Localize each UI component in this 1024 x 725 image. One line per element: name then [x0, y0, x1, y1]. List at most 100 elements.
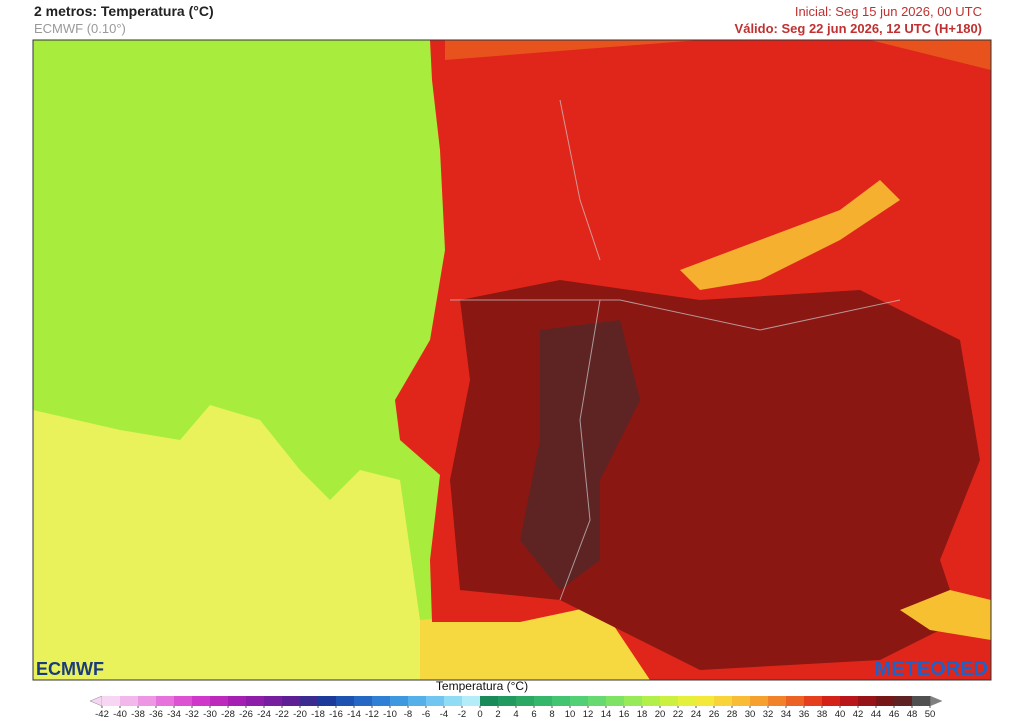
- colorbar-tick-label: 48: [907, 709, 918, 720]
- colorbar-tick-label: 30: [745, 709, 756, 720]
- colorbar-tick-label: 36: [799, 709, 810, 720]
- colorbar-tick-label: -2: [458, 709, 466, 720]
- colorbar-tick-label: -26: [239, 709, 253, 720]
- colorbar-swatch: [516, 696, 535, 706]
- land-hottest: [520, 320, 640, 590]
- colorbar-swatch: [498, 696, 517, 706]
- colorbar-tick-label: 8: [549, 709, 554, 720]
- colorbar-tick-label: 42: [853, 709, 864, 720]
- colorbar-swatch: [804, 696, 823, 706]
- colorbar-tick-label: -6: [422, 709, 430, 720]
- title: 2 metros: Temperatura (°C): [34, 3, 214, 19]
- land-north: [445, 40, 991, 70]
- colorbar-tick-label: -28: [221, 709, 235, 720]
- colorbar-swatch: [768, 696, 787, 706]
- colorbar-swatch: [282, 696, 301, 706]
- colorbar-tick-label: 50: [925, 709, 936, 720]
- colorbar-tick-label: 38: [817, 709, 828, 720]
- borders: [450, 99, 901, 601]
- colorbar-tick-label: 24: [691, 709, 702, 720]
- colorbar-swatch: [426, 696, 445, 706]
- colorbar-tick-label: -38: [131, 709, 145, 720]
- colorbar-tick-label: 46: [889, 709, 900, 720]
- colorbar-swatch: [192, 696, 211, 706]
- colorbar-tick-label: -16: [329, 709, 343, 720]
- colorbar-swatch: [372, 696, 391, 706]
- initial-time: Inicial: Seg 15 jun 2026, 00 UTC: [795, 4, 982, 19]
- colorbar-swatch: [156, 696, 175, 706]
- colorbar-tick-label: -24: [257, 709, 271, 720]
- legend-title: Temperatura (°C): [436, 679, 528, 693]
- model: ECMWF (0.10°): [34, 21, 126, 36]
- colorbar-tick-label: 0: [477, 709, 482, 720]
- colorbar-tick-label: 12: [583, 709, 594, 720]
- colorbar-swatch: [642, 696, 661, 706]
- colorbar-swatch: [912, 696, 931, 706]
- colorbar-swatch: [714, 696, 733, 706]
- colorbar-swatch: [354, 696, 373, 706]
- mountains-south: [900, 590, 991, 640]
- colorbar-swatch: [480, 696, 499, 706]
- colorbar-swatch: [228, 696, 247, 706]
- colorbar-swatch: [678, 696, 697, 706]
- colorbar-tick-label: 16: [619, 709, 630, 720]
- colorbar-tick-label: 32: [763, 709, 774, 720]
- colorbar-tick-label: 10: [565, 709, 576, 720]
- map: [32, 39, 992, 681]
- mountains: [680, 180, 900, 290]
- colorbar-swatch: [408, 696, 427, 706]
- colorbar-swatch: [588, 696, 607, 706]
- colorbar-swatch: [786, 696, 805, 706]
- colorbar-swatch: [264, 696, 283, 706]
- colorbar-tick-label: 22: [673, 709, 684, 720]
- colorbar-tick-label: -14: [347, 709, 361, 720]
- colorbar-tick-label: 34: [781, 709, 792, 720]
- colorbar-swatch: [210, 696, 229, 706]
- colorbar-swatch: [570, 696, 589, 706]
- colorbar-tick-label: -8: [404, 709, 412, 720]
- colorbar-tick-label: -12: [365, 709, 379, 720]
- colorbar-tick-label: -18: [311, 709, 325, 720]
- colorbar-tick-label: -10: [383, 709, 397, 720]
- colorbar-tick-label: 18: [637, 709, 648, 720]
- map-frame: [32, 39, 992, 681]
- colorbar-tick-label: -30: [203, 709, 217, 720]
- colorbar-swatch: [534, 696, 553, 706]
- colorbar-swatch: [246, 696, 265, 706]
- colorbar-tick-label: 28: [727, 709, 738, 720]
- colorbar-swatch: [858, 696, 877, 706]
- colorbar-swatch: [624, 696, 643, 706]
- colorbar-swatch: [444, 696, 463, 706]
- colorbar-swatch: [174, 696, 193, 706]
- colorbar-swatch: [336, 696, 355, 706]
- colorbar-swatch: [300, 696, 319, 706]
- colorbar-swatch: [696, 696, 715, 706]
- colorbar-tick-label: -20: [293, 709, 307, 720]
- colorbar: -42 -40 -38 -36 -34 -32 -30 -28 -26 -24 -22 -20 -18-…: [89, 695, 943, 720]
- colorbar-swatch: [120, 696, 139, 706]
- colorbar-swatch: [660, 696, 679, 706]
- colorbar-tick-label: 26: [709, 709, 720, 720]
- colorbar-tick-label: -36: [149, 709, 163, 720]
- colorbar-tick-label: -32: [185, 709, 199, 720]
- valid-time: Válido: Seg 22 jun 2026, 12 UTC (H+180): [735, 21, 982, 36]
- colorbar-tick-label: -4: [440, 709, 448, 720]
- colorbar-tick-label: -34: [167, 709, 181, 720]
- colorbar-swatch: [732, 696, 751, 706]
- colorbar-swatch: [138, 696, 157, 706]
- colorbar-swatch: [102, 696, 121, 706]
- colorbar-swatch: [606, 696, 625, 706]
- colorbar-swatch: [462, 696, 481, 706]
- colorbar-swatch: [750, 696, 769, 706]
- colorbar-tick-label: 6: [531, 709, 536, 720]
- sea-warm: [33, 405, 430, 680]
- colorbar-tick-label: 2: [495, 709, 500, 720]
- colorbar-tick-label: -22: [275, 709, 289, 720]
- colorbar-tick-label: 4: [513, 709, 518, 720]
- colorbar-tick-label: 14: [601, 709, 612, 720]
- colorbar-swatch: [390, 696, 409, 706]
- colorbar-tick-label: 40: [835, 709, 846, 720]
- colorbar-swatch: [552, 696, 571, 706]
- colorbar-tick-label: -40: [113, 709, 127, 720]
